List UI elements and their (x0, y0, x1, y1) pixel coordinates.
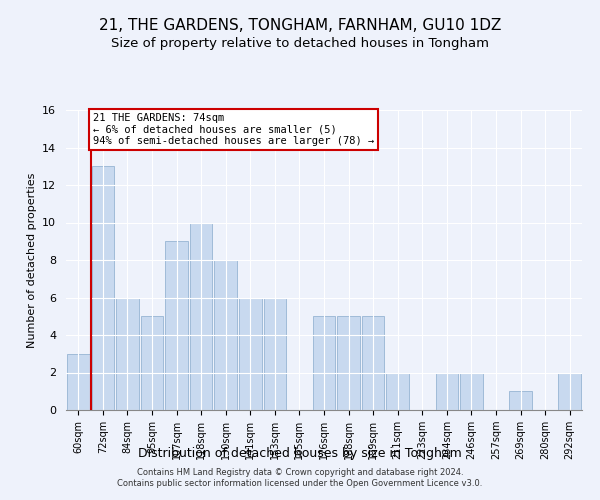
Bar (436, 372, 458, 410)
Bar (460, 372, 483, 410)
Bar (337, 316, 360, 410)
Text: Contains HM Land Registry data © Crown copyright and database right 2024.
Contai: Contains HM Land Registry data © Crown c… (118, 468, 482, 487)
Bar (313, 316, 335, 410)
Y-axis label: Number of detached properties: Number of detached properties (26, 172, 37, 348)
Text: Size of property relative to detached houses in Tongham: Size of property relative to detached ho… (111, 38, 489, 51)
Bar (190, 222, 212, 410)
Bar (386, 372, 409, 410)
Bar (509, 391, 532, 410)
Bar (140, 316, 163, 410)
Text: Distribution of detached houses by size in Tongham: Distribution of detached houses by size … (138, 448, 462, 460)
Bar (214, 260, 237, 410)
Bar (239, 298, 262, 410)
Bar (92, 166, 114, 410)
Bar (263, 298, 286, 410)
Bar (362, 316, 385, 410)
Bar (165, 242, 188, 410)
Text: 21, THE GARDENS, TONGHAM, FARNHAM, GU10 1DZ: 21, THE GARDENS, TONGHAM, FARNHAM, GU10 … (99, 18, 501, 32)
Bar (559, 372, 581, 410)
Bar (67, 354, 89, 410)
Bar (116, 298, 139, 410)
Text: 21 THE GARDENS: 74sqm
← 6% of detached houses are smaller (5)
94% of semi-detach: 21 THE GARDENS: 74sqm ← 6% of detached h… (93, 113, 374, 146)
